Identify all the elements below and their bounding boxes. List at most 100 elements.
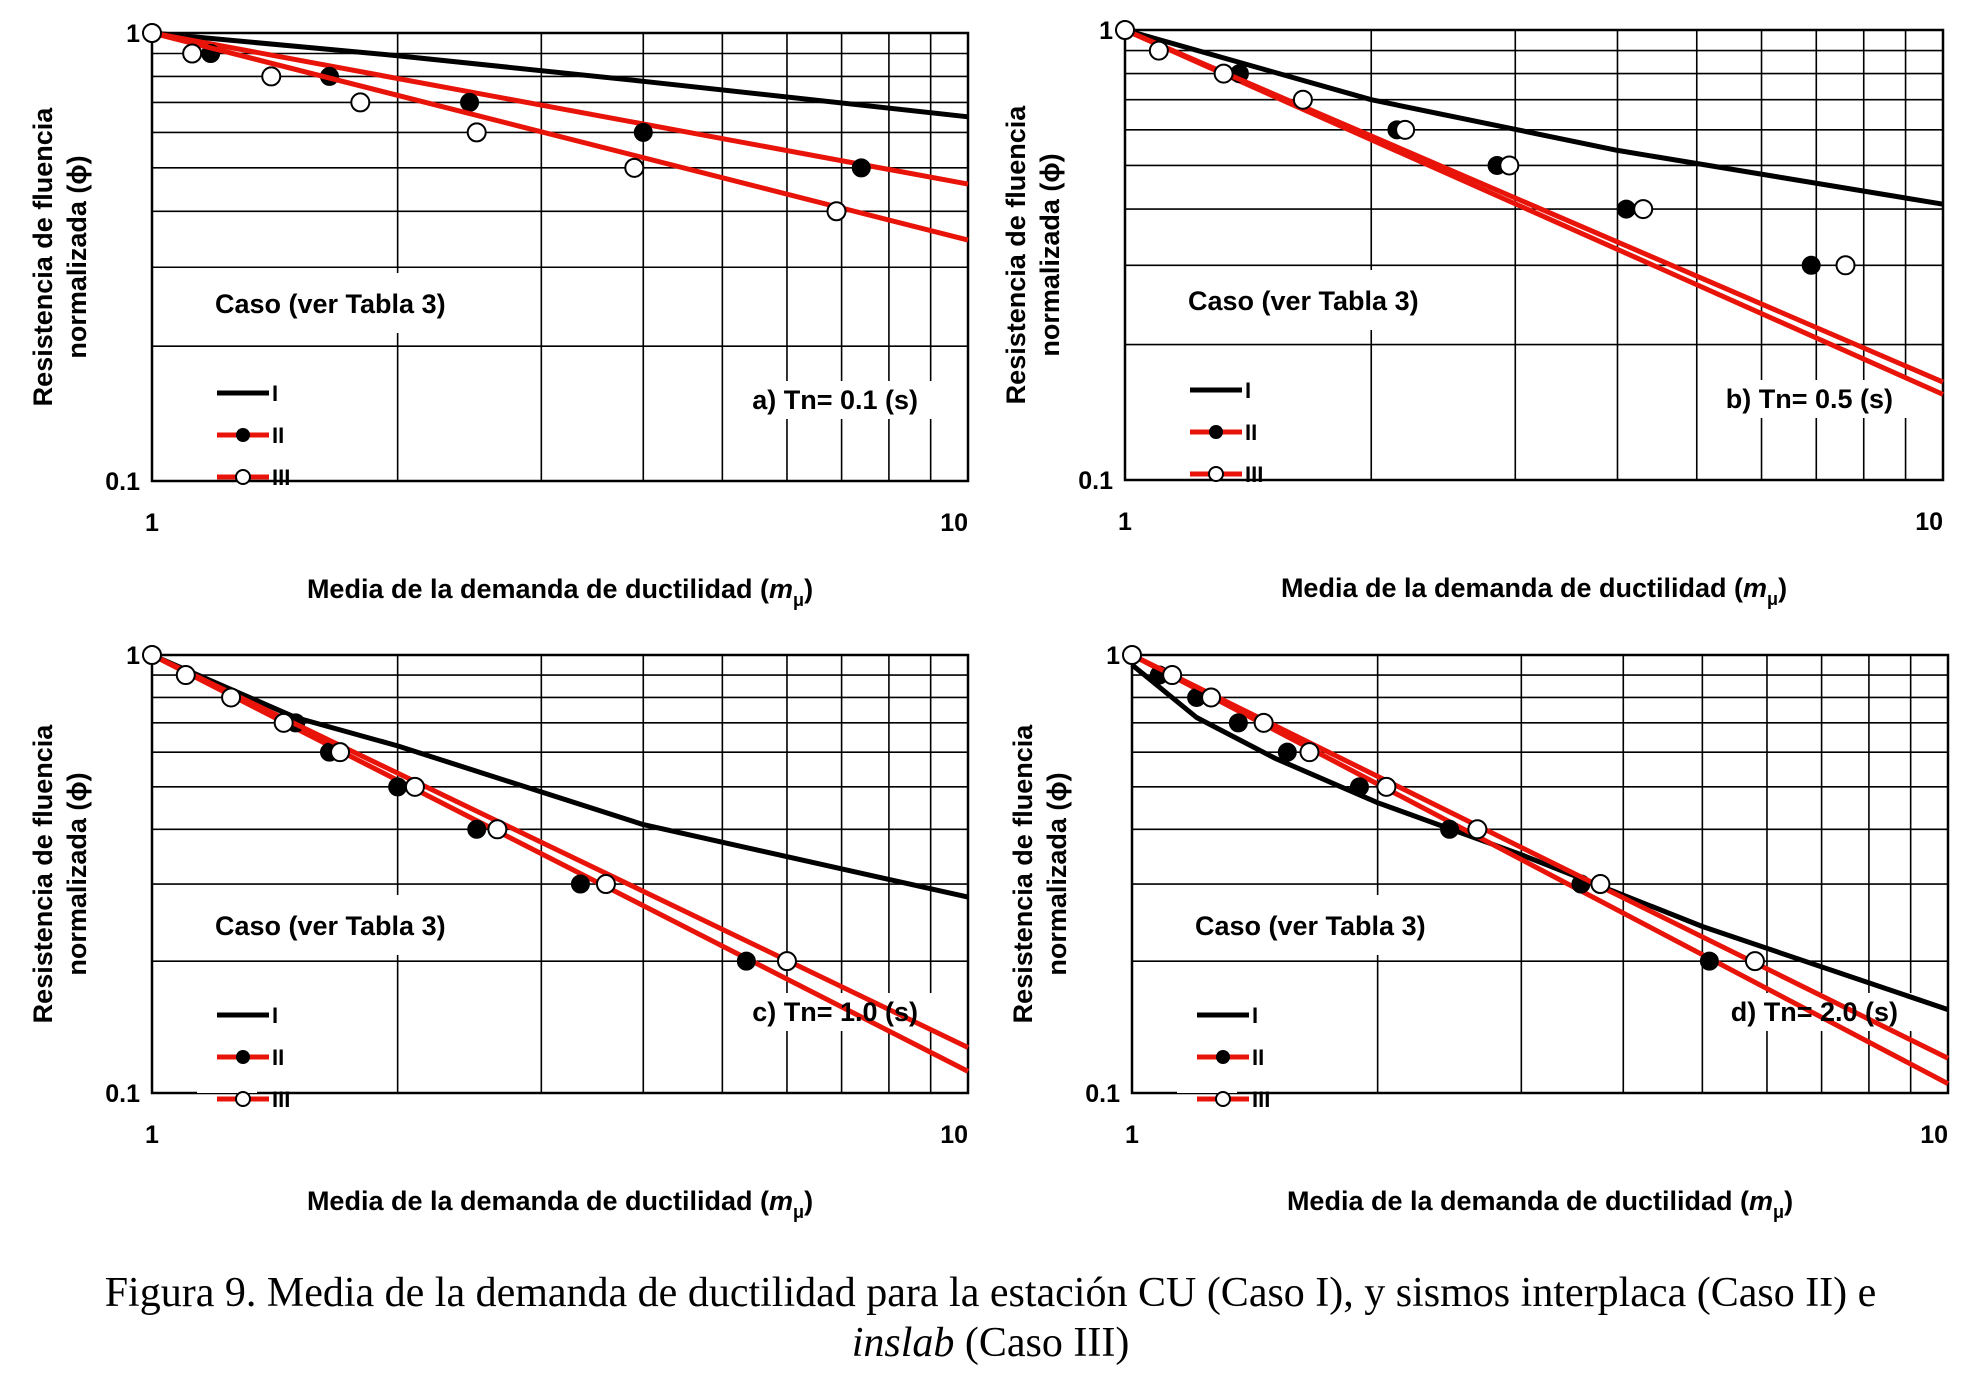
y-axis-label-line-2: normalizada (ϕ) <box>62 772 92 975</box>
legend-title: Caso (ver Tabla 3) <box>1195 911 1426 941</box>
y-tick-label: 1 <box>1106 642 1120 670</box>
legend-label-caso-I: I <box>272 381 278 406</box>
data-point-caso-III <box>1395 119 1416 140</box>
data-point-caso-III <box>1835 255 1856 276</box>
data-point-caso-III <box>1115 20 1135 40</box>
legend-title-backdrop <box>197 273 487 333</box>
y-axis-label-line-1: Resistencia de fluencia <box>1008 724 1038 1024</box>
data-point-caso-III <box>487 819 508 840</box>
data-point-caso-III <box>1467 819 1488 840</box>
panel-label: c) Tn= 1.0 (s) <box>752 997 918 1027</box>
legend-title: Caso (ver Tabla 3) <box>215 289 446 319</box>
series-line-caso-III <box>150 652 970 1050</box>
y-axis-label-line-1: Resistencia de fluencia <box>1001 105 1031 405</box>
data-point-caso-III <box>1744 951 1765 972</box>
y-tick-label: 1 <box>1099 17 1113 45</box>
data-point-caso-III <box>175 665 196 686</box>
plot-frame <box>1130 653 1950 1095</box>
figure-caption: Figura 9. Media de la demanda de ductili… <box>0 1268 1981 1368</box>
panel-label-backdrop <box>1728 380 1933 418</box>
series-line-caso-III <box>1124 27 1944 385</box>
plot-frame <box>150 653 970 1095</box>
data-point-caso-III <box>1253 712 1274 733</box>
panel-label: d) Tn= 2.0 (s) <box>1731 997 1898 1027</box>
legend-marker-caso-II <box>1209 425 1223 439</box>
y-tick-label: 0.1 <box>1085 1080 1120 1108</box>
caption-italic: inslab <box>851 1320 955 1366</box>
x-axis-label: Media de la demanda de ductilidad (mμ) <box>307 574 813 610</box>
legend-label-caso-I: I <box>1245 378 1251 403</box>
data-point-caso-III <box>1376 776 1397 797</box>
data-point-caso-II <box>460 92 480 112</box>
data-point-caso-III <box>261 66 282 87</box>
data-point-caso-III <box>1292 89 1313 110</box>
data-point-caso-III <box>142 23 162 43</box>
x-tick-label: 10 <box>940 509 968 537</box>
data-point-caso-III <box>1590 874 1611 895</box>
y-tick-label: 1 <box>126 642 140 670</box>
data-point-caso-III <box>1122 645 1142 665</box>
caption-line-2: inslab (Caso III) <box>0 1318 1981 1368</box>
legend-marker-caso-III <box>1208 466 1224 482</box>
legend-marker-caso-III <box>1215 1091 1231 1107</box>
data-point-caso-III <box>142 645 162 665</box>
caption-line-1: Figura 9. Media de la demanda de ductili… <box>104 1270 1877 1316</box>
data-point-caso-II <box>1440 819 1460 839</box>
y-tick-label: 1 <box>126 20 140 48</box>
caption-rest: (Caso III) <box>954 1320 1130 1366</box>
data-point-caso-III <box>1162 665 1183 686</box>
data-point-caso-III <box>330 742 351 763</box>
panel-label: b) Tn= 0.5 (s) <box>1726 384 1893 414</box>
data-point-caso-III <box>1148 40 1169 61</box>
y-axis-label-line-1: Resistencia de fluencia <box>28 107 58 407</box>
data-point-caso-II <box>851 158 871 178</box>
data-point-caso-II <box>570 874 590 894</box>
x-tick-label: 10 <box>1920 1121 1948 1149</box>
data-point-caso-III <box>595 874 616 895</box>
data-point-caso-II <box>1801 255 1821 275</box>
legend-keys-backdrop <box>197 351 257 471</box>
series-line-caso-I <box>1130 662 1949 1012</box>
y-tick-label: 0.1 <box>105 1080 140 1108</box>
legend-marker-caso-III <box>235 469 251 485</box>
panel-label: a) Tn= 0.1 (s) <box>752 385 918 415</box>
legend-label-caso-II: II <box>272 423 284 448</box>
series-line-caso-II <box>151 30 969 187</box>
data-point-caso-II <box>736 951 756 971</box>
data-point-caso-II <box>633 122 653 142</box>
data-point-caso-III <box>1201 687 1222 708</box>
legend-label-caso-II: II <box>1245 420 1257 445</box>
legend-title: Caso (ver Tabla 3) <box>215 911 446 941</box>
y-axis-label-line-2: normalizada (ϕ) <box>1042 772 1072 975</box>
legend-title-backdrop <box>1177 895 1467 955</box>
x-axis-label: Media de la demanda de ductilidad (mμ) <box>1287 1186 1793 1222</box>
legend-keys-backdrop <box>1177 973 1237 1093</box>
legend-label-caso-III: III <box>1245 462 1263 487</box>
x-tick-label: 1 <box>1125 1121 1139 1149</box>
data-point-caso-III <box>273 712 294 733</box>
legend-keys-backdrop <box>197 973 257 1093</box>
legend-label-caso-II: II <box>1252 1045 1264 1070</box>
legend-label-caso-III: III <box>272 1087 290 1112</box>
legend-title: Caso (ver Tabla 3) <box>1188 286 1419 316</box>
legend-label-caso-II: II <box>272 1045 284 1070</box>
data-point-caso-II <box>1699 951 1719 971</box>
legend-label-caso-I: I <box>1252 1003 1258 1028</box>
data-point-caso-II <box>467 819 487 839</box>
x-tick-label: 10 <box>1915 508 1943 536</box>
legend-marker-caso-II <box>1216 1050 1230 1064</box>
series-line-caso-I <box>1124 27 1944 207</box>
x-tick-label: 10 <box>940 1121 968 1149</box>
data-point-caso-III <box>221 687 242 708</box>
x-axis-label: Media de la demanda de ductilidad (mμ) <box>307 1186 813 1222</box>
data-point-caso-II <box>388 777 408 797</box>
x-tick-label: 1 <box>145 1121 159 1149</box>
x-tick-label: 1 <box>1118 508 1132 536</box>
data-point-caso-III <box>1299 742 1320 763</box>
legend-keys-backdrop <box>1170 348 1230 468</box>
data-point-caso-III <box>466 122 487 143</box>
legend-title-backdrop <box>197 895 487 955</box>
